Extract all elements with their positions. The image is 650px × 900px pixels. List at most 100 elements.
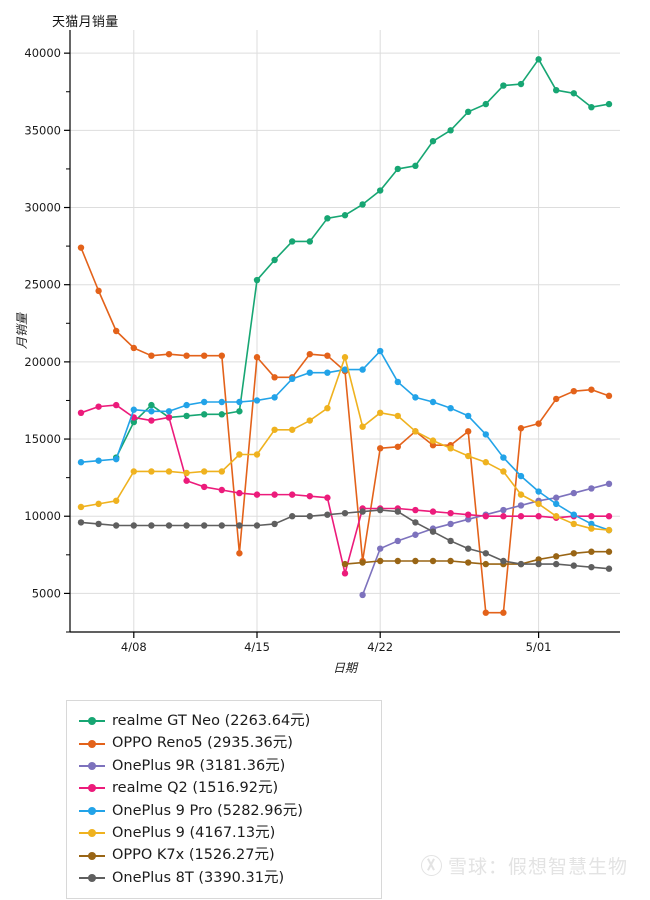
data-point [535,560,542,568]
data-point [359,508,366,515]
data-point [359,201,366,208]
data-point [271,394,278,401]
data-point [95,500,102,508]
y-tick-label: 25000 [24,278,61,292]
data-point [271,520,278,528]
legend-item-label: OnePlus 8T (3390.31元) [112,869,285,886]
data-point [377,347,384,355]
data-point [588,525,595,532]
data-point [429,442,437,449]
series-line [80,404,610,575]
data-point [306,369,313,376]
data-point [130,522,137,529]
y-tick-label: 5000 [32,586,61,600]
data-point [517,513,525,520]
series-7 [77,506,613,572]
x-tick-label: 4/08 [121,640,147,654]
data-point [306,492,313,500]
data-point [218,398,225,406]
data-point [588,563,595,571]
series-line [80,246,610,614]
data-point [465,559,472,566]
legend-item-5[interactable]: OnePlus 9 (4167.13元) [79,822,371,844]
legend-item-7[interactable]: OnePlus 8T (3390.31元) [79,867,371,889]
y-tick-label: 15000 [24,432,61,446]
data-point [517,502,525,509]
y-axis-title: 月销量 [15,312,29,349]
data-point [394,508,401,515]
legend-item-0[interactable]: realme GT Neo (2263.64元) [79,710,371,732]
data-point [183,477,190,484]
series-line [80,509,610,570]
series-3 [77,401,613,577]
data-point [588,485,595,492]
y-tick-label: 40000 [24,46,61,60]
data-point [95,457,102,464]
data-point [77,459,85,466]
x-tick-label: 4/22 [367,640,393,654]
series-2 [359,480,613,599]
data-point [324,494,331,501]
data-point [253,354,261,361]
data-point [165,408,173,415]
legend-item-label: OPPO K7x (1526.27元) [112,847,275,864]
legend-item-1[interactable]: OPPO Reno5 (2935.36元) [79,732,371,754]
data-point [324,511,331,518]
legend-item-6[interactable]: OPPO K7x (1526.27元) [79,844,371,866]
data-point [570,90,577,97]
legend-item-2[interactable]: OnePlus 9R (3181.36元) [79,755,371,777]
data-point [289,491,296,498]
data-point [465,108,472,116]
data-point [306,238,313,245]
data-point [236,398,243,406]
series-line [80,356,610,531]
series-0 [113,56,613,461]
data-point [218,522,225,529]
data-point [570,489,577,497]
data-point [113,455,120,463]
legend-item-3[interactable]: realme Q2 (1516.92元) [79,777,371,799]
data-point [271,491,278,498]
data-point [482,100,489,108]
data-point [588,103,595,111]
data-point [359,591,366,599]
data-point [359,559,366,566]
data-point [148,417,155,424]
data-point [183,522,190,529]
data-point [605,480,613,488]
data-point [236,451,243,458]
data-point [289,238,296,245]
data-point [482,459,489,466]
data-point [130,468,137,475]
legend-marker-icon [79,714,105,728]
data-point [482,431,489,438]
data-point [482,550,489,557]
series-line [115,58,610,459]
legend-item-label: OnePlus 9 (4167.13元) [112,824,276,841]
data-point [148,522,155,529]
data-point [570,388,577,395]
data-point [553,395,560,403]
data-point [500,454,507,461]
y-tick-label: 35000 [24,123,61,137]
legend-item-label: realme Q2 (1516.92元) [112,780,279,797]
data-point [605,565,613,572]
data-point [535,420,542,427]
data-point [359,423,366,430]
data-point [95,403,102,410]
data-point [429,528,437,535]
legend-item-4[interactable]: OnePlus 9 Pro (5282.96元) [79,800,371,822]
data-point [113,401,120,409]
data-point [412,519,419,526]
data-point [447,509,454,517]
data-point [482,560,489,568]
x-tick-label: 5/01 [526,640,552,654]
data-point [553,513,560,520]
data-point [271,374,278,381]
data-point [535,488,542,495]
data-point [148,401,155,409]
data-point [113,327,120,335]
line-chart-canvas: 5000 10000 15000 20000 25000 30000 35000 40000 4… [15,30,620,675]
data-point [465,545,472,552]
data-point [588,513,595,520]
